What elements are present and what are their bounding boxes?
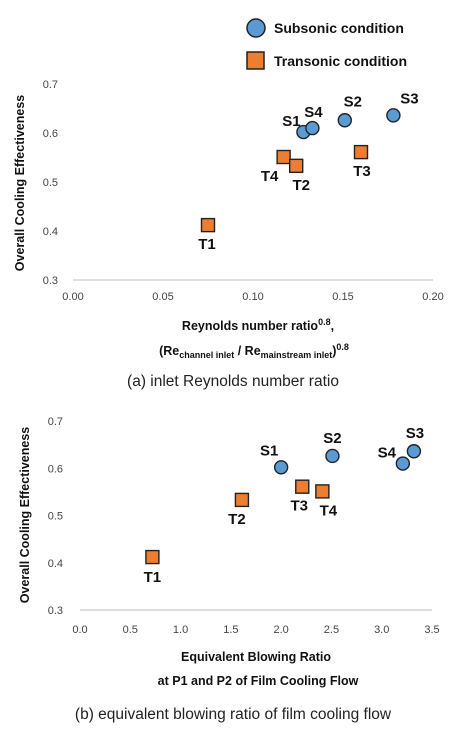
chart-a-xlabel2-mid: / Re [234, 344, 260, 358]
chart-b-y-tick-label: 0.6 [48, 463, 63, 475]
chart-b-caption: (b) equivalent blowing ratio of film coo… [75, 706, 392, 723]
chart-a-point-t2-label: T2 [292, 177, 310, 194]
chart-b-point-t3-label: T3 [291, 498, 309, 515]
chart-b-point-t1-label: T1 [144, 569, 162, 586]
chart-a-xlabel-sup: 0.8 [318, 317, 331, 327]
chart-a-y-tick-labels: 0.3 0.4 0.5 0.6 0.7 [43, 79, 58, 287]
chart-a-point-t4-label: T4 [261, 168, 279, 185]
chart-a-xlabel2-sup: 0.8 [336, 342, 349, 352]
chart-b-x-tick-label: 3.0 [374, 624, 389, 636]
chart-b-x-tick-label: 1.0 [173, 624, 188, 636]
chart-b-x-tick-label: 2.0 [273, 624, 288, 636]
chart-a-point-t2 [289, 158, 304, 174]
legend-transonic-marker [246, 51, 265, 70]
chart-a-y-tick-label: 0.6 [43, 128, 58, 140]
chart-a-y-axis-title: Overall Cooling Effectiveness [13, 95, 27, 271]
chart-a-xlabel-main: Reynolds number ratio [182, 319, 318, 333]
legend: Subsonic condition Transonic condition [246, 18, 407, 70]
chart-a-point-s4 [305, 120, 320, 136]
chart-b-point-s1-label: S1 [260, 442, 278, 459]
chart-b-point-s1 [273, 460, 289, 475]
chart-a-point-t1-label: T1 [198, 236, 216, 253]
chart-a-y-tick-label: 0.5 [43, 177, 58, 189]
legend-transonic-label: Transonic condition [274, 53, 407, 69]
chart-b-point-t3 [295, 479, 310, 494]
chart-b-y-tick-label: 0.7 [48, 416, 63, 428]
chart-b-y-tick-label: 0.3 [48, 605, 63, 617]
chart-b-point-t4 [315, 484, 330, 499]
chart-a-xlabel-end: , [331, 319, 334, 333]
chart-a-x-tick-label: 0.00 [62, 291, 83, 303]
chart-b-point-t1 [145, 549, 160, 565]
chart-b-x-tick-label: 3.5 [424, 624, 439, 636]
chart-b: 0.0 0.5 1.0 1.5 2.0 2.5 3.0 3.5 0.3 0.4 0.5 0.6 0.7… [18, 416, 440, 723]
chart-a-caption: (a) inlet Reynolds number ratio [127, 373, 339, 390]
chart-b-x-tick-label: 1.5 [223, 624, 238, 636]
chart-a-point-t3 [353, 144, 369, 160]
chart-a-x-tick-label: 0.10 [242, 291, 263, 303]
chart-b-x-axis-title-line1: Equivalent Blowing Ratio [181, 650, 331, 664]
chart-a-x-tick-label: 0.20 [422, 291, 443, 303]
chart-a-x-axis-title-line1: Reynolds number ratio0.8, [182, 317, 334, 333]
chart-b-y-tick-label: 0.4 [48, 558, 63, 570]
chart-b-y-tick-label: 0.5 [48, 511, 63, 523]
chart-a-point-s2 [337, 113, 352, 128]
legend-subsonic-label: Subsonic condition [274, 20, 404, 36]
chart-b-point-s4-label: S4 [378, 445, 397, 462]
chart-a-point-s3-label: S3 [400, 90, 418, 107]
chart-a-x-axis-title-line2: (Rechannel inlet / Remainstream inlet)0.… [159, 342, 349, 360]
chart-a-point-t1 [200, 217, 216, 233]
chart-b-point-t4-label: T4 [320, 502, 338, 519]
chart-b-point-s4 [395, 456, 411, 471]
chart-a-point-s1-label: S1 [282, 113, 300, 130]
chart-b-x-tick-label: 2.5 [324, 624, 339, 636]
chart-a-point-s3 [386, 108, 401, 123]
chart-a: 0.00 0.05 0.10 0.15 0.20 0.30.40.50.60.7 S1S… [13, 79, 444, 390]
chart-a-y-tick-label: 0.3 [43, 275, 58, 287]
chart-b-point-s2-label: S2 [323, 430, 341, 447]
chart-a-point-s2-label: S2 [344, 93, 362, 110]
chart-a-point-t4 [276, 149, 291, 165]
chart-b-point-s3 [406, 444, 422, 459]
legend-subsonic-marker [246, 18, 266, 38]
chart-a-point-t3-label: T3 [353, 163, 371, 180]
chart-b-x-tick-label: 0.0 [72, 624, 87, 636]
chart-b-point-s2 [325, 448, 340, 464]
chart-b-point-t2-label: T2 [228, 511, 246, 528]
chart-b-point-s3-label: S3 [406, 425, 424, 442]
chart-b-marks: S1 S2 S4 S3 T1 T2 T3 T4 [144, 425, 424, 586]
chart-a-x-tick-labels: 0.00 0.05 0.10 0.15 0.20 [62, 291, 443, 303]
chart-b-point-t2 [234, 492, 250, 508]
chart-b-y-tick-labels: 0.3 0.4 0.5 0.6 0.7 [48, 416, 63, 617]
chart-a-x-tick-label: 0.15 [332, 291, 353, 303]
chart-b-x-tick-labels: 0.0 0.5 1.0 1.5 2.0 2.5 3.0 3.5 [72, 624, 439, 636]
chart-a-point-s4-label: S4 [304, 104, 323, 121]
chart-a-xlabel2-sub2: mainstream inlet [261, 350, 333, 360]
chart-b-y-axis-title: Overall Cooling Effectiveness [18, 427, 32, 603]
chart-a-xlabel2-close: ) [332, 344, 336, 358]
chart-a-x-tick-label: 0.05 [152, 291, 173, 303]
chart-a-xlabel2-sub1: channel inlet [179, 350, 234, 360]
chart-a-xlabel2-open: (Re [159, 344, 179, 358]
chart-a-y-tick-label: 0.4 [43, 226, 58, 238]
chart-b-x-tick-label: 0.5 [123, 624, 138, 636]
chart-b-x-axis-title-line2: at P1 and P2 of Film Cooling Flow [158, 674, 359, 688]
chart-a-y-tick-label: 0.7 [43, 79, 58, 91]
